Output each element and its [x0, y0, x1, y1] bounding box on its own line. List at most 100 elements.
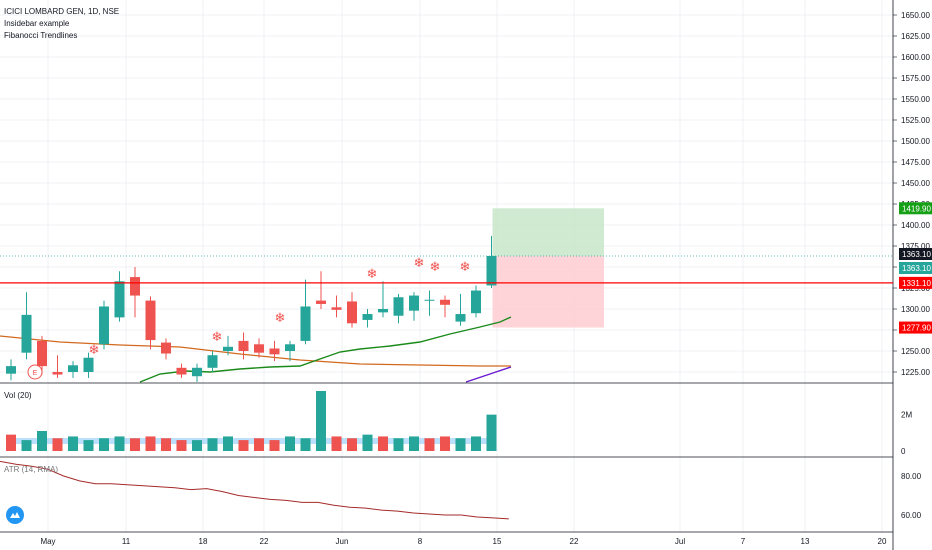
candle[interactable] [316, 271, 326, 309]
candle[interactable] [471, 285, 481, 318]
volume-bar[interactable] [6, 434, 16, 451]
candle-body [440, 299, 450, 305]
price-axis-label: 1475.00 [901, 158, 930, 167]
candle[interactable] [440, 295, 450, 318]
candle-body [6, 366, 16, 374]
volume-bar[interactable] [192, 440, 202, 451]
candle[interactable] [285, 340, 295, 362]
chart-legend: ICICI LOMBARD GEN, 1D, NSE Insidebar exa… [4, 6, 119, 42]
candle-body [223, 346, 233, 351]
candle-body [378, 309, 388, 313]
indicator-fibonacci[interactable]: Fibanocci Trendlines [4, 31, 78, 40]
volume-bar[interactable] [316, 391, 326, 451]
candle[interactable] [130, 267, 140, 318]
candle[interactable] [331, 295, 342, 318]
candle-body [83, 357, 94, 372]
candle-body [455, 314, 466, 322]
volume-bar[interactable] [114, 436, 125, 451]
indicator-insidebar[interactable]: Insidebar example [4, 19, 70, 28]
candle[interactable] [207, 351, 218, 372]
volume-bar[interactable] [378, 436, 388, 451]
volume-bar[interactable] [254, 438, 264, 451]
snowflake-icon: ❄ [275, 310, 286, 325]
stop-zone[interactable] [492, 255, 605, 328]
volume-bar[interactable] [99, 438, 109, 451]
candle[interactable] [424, 290, 435, 316]
symbol-title[interactable]: ICICI LOMBARD GEN, 1D, NSE [4, 7, 120, 16]
volume-bar[interactable] [486, 414, 497, 451]
volume-pane-label[interactable]: Vol (20) [4, 391, 32, 400]
candle[interactable] [83, 352, 94, 378]
volume-bar[interactable] [37, 431, 47, 451]
candle[interactable] [455, 293, 466, 326]
time-axis-label: May [40, 537, 55, 546]
candle-body [21, 314, 32, 353]
candle[interactable] [37, 335, 47, 375]
candle[interactable] [21, 292, 32, 360]
volume-bar[interactable] [68, 436, 78, 451]
candle-body [52, 372, 63, 375]
price-axis-label: 1625.00 [901, 32, 930, 41]
volume-bar[interactable] [409, 436, 419, 451]
candle[interactable] [68, 361, 78, 378]
target-zone[interactable] [492, 208, 605, 256]
purple-trendline [465, 366, 512, 383]
candle[interactable] [300, 279, 311, 345]
volume-bar[interactable] [331, 436, 342, 451]
candle-body [254, 344, 264, 353]
volume-bar[interactable] [130, 438, 140, 451]
volume-bar[interactable] [362, 434, 373, 451]
candle[interactable] [393, 293, 404, 324]
candle[interactable] [238, 332, 249, 360]
candle[interactable] [486, 235, 497, 288]
price-axis-label: 1575.00 [901, 74, 930, 83]
candle[interactable] [269, 340, 280, 362]
volume-bar[interactable] [471, 436, 481, 451]
volume-bar[interactable] [455, 438, 466, 451]
last-price-badge-label: 1363.10 [902, 250, 931, 259]
tradingview-logo-icon[interactable] [6, 506, 24, 524]
volume-bar[interactable] [393, 438, 404, 451]
volume-bar[interactable] [440, 436, 450, 451]
candle[interactable] [378, 281, 388, 318]
candle[interactable] [114, 271, 125, 322]
candle[interactable] [145, 296, 156, 350]
price-axis-label: 1600.00 [901, 53, 930, 62]
price-axis-label: 1650.00 [901, 11, 930, 20]
price-axis-label: 1375.00 [901, 242, 930, 251]
candle-body [424, 299, 435, 301]
volume-bar[interactable] [347, 438, 357, 451]
volume-bar[interactable] [52, 438, 63, 451]
volume-axis-label: 2M [901, 411, 912, 420]
volume-bar[interactable] [21, 440, 32, 451]
stop-price-badge [899, 321, 932, 334]
candle[interactable] [347, 292, 357, 328]
earnings-marker[interactable] [27, 364, 43, 380]
candle[interactable] [52, 355, 63, 378]
candle[interactable] [192, 363, 202, 382]
candle[interactable] [223, 335, 233, 356]
candle[interactable] [254, 338, 264, 358]
volume-bar[interactable] [269, 440, 280, 451]
volume-bar[interactable] [238, 440, 249, 451]
candle[interactable] [362, 309, 373, 328]
volume-bar[interactable] [285, 436, 295, 451]
volume-bar[interactable] [207, 438, 218, 451]
atr-pane-label[interactable]: ATR (14, RMA) [4, 465, 59, 474]
candle-body [207, 355, 218, 368]
candle[interactable] [161, 338, 171, 360]
volume-bar[interactable] [424, 438, 435, 451]
volume-bar[interactable] [83, 440, 94, 451]
candle-body [362, 314, 373, 320]
volume-bar[interactable] [145, 436, 156, 451]
volume-bar[interactable] [176, 440, 187, 451]
candle[interactable] [99, 300, 109, 350]
volume-bar[interactable] [223, 436, 233, 451]
candle[interactable] [176, 363, 187, 378]
volume-bar[interactable] [161, 438, 171, 451]
candle[interactable] [409, 292, 419, 321]
candle[interactable] [6, 359, 16, 381]
price-axis-label: 1500.00 [901, 137, 930, 146]
volume-bar[interactable] [300, 438, 311, 451]
